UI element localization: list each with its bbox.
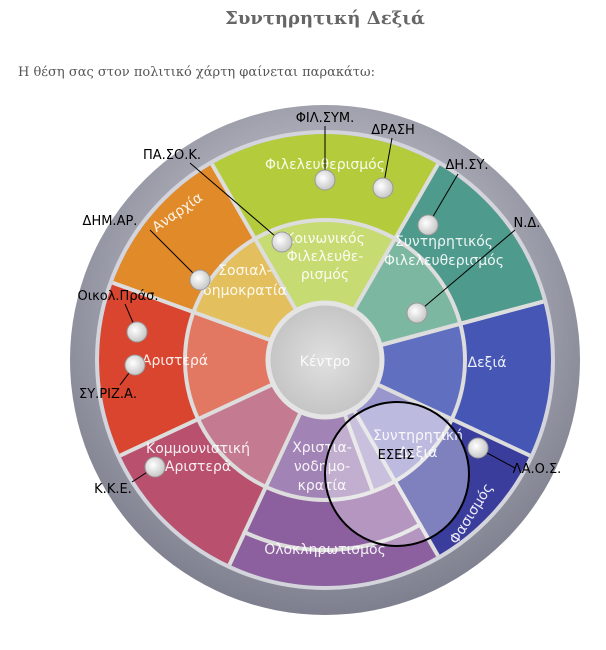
party-label: Κ.Κ.Ε. xyxy=(94,482,132,497)
party-label: ΠΑ.ΣΟ.Κ. xyxy=(143,148,201,163)
region-label: νοδημο- xyxy=(294,459,350,475)
party-label: Οικολ.Πράσ. xyxy=(77,289,158,304)
party-label: ΔΗ.ΣΥ. xyxy=(445,158,488,173)
divider xyxy=(227,410,303,566)
divider xyxy=(342,412,375,493)
region-label: κρατία xyxy=(298,478,347,494)
user-highlight xyxy=(324,401,470,547)
leader-line xyxy=(416,229,516,314)
region-label: ρισμός xyxy=(301,267,349,283)
divider xyxy=(111,280,273,343)
region-label: Δεξιά xyxy=(399,445,438,461)
party-marker xyxy=(372,177,394,199)
region-label: Αριστερά xyxy=(165,459,231,475)
party-marker xyxy=(271,231,293,253)
user-label: ΕΣΕΙΣ xyxy=(378,448,415,463)
region-label: Κέντρο xyxy=(300,354,350,370)
divider xyxy=(351,163,440,312)
divider xyxy=(379,299,544,348)
divider xyxy=(351,408,440,557)
party-marker xyxy=(467,437,489,459)
title: Συντηρητική Δεξιά xyxy=(225,8,425,29)
leader-line xyxy=(149,229,201,281)
party-marker xyxy=(406,302,428,324)
region-label: Κομμουνιστική xyxy=(146,441,250,457)
party-label: ΦΙΛ.ΣΥΜ. xyxy=(296,111,355,126)
leader-line xyxy=(189,162,283,243)
party-marker xyxy=(124,354,146,376)
divider xyxy=(375,382,531,458)
inner-sector xyxy=(344,384,452,492)
party-label: ΔΡΑΣΗ xyxy=(371,123,415,138)
region-label: Κοινωνικός xyxy=(285,231,365,247)
region-label: δημοκρατία xyxy=(203,283,287,299)
inner-sector xyxy=(198,384,301,487)
party-label: ΣΥ.ΡΙΖ.Α. xyxy=(79,387,137,402)
inner-sector xyxy=(193,238,297,341)
region-label: Φιλελευθε- xyxy=(287,249,364,265)
party-label: ΛΑ.Ο.Σ. xyxy=(513,462,562,477)
center xyxy=(265,300,385,420)
party-marker xyxy=(314,169,336,191)
region-label: Σοσιαλ- xyxy=(218,263,272,279)
intro: Η θέση σας στον πολιτικό χάρτη φαίνεται … xyxy=(18,65,375,80)
party-marker xyxy=(189,269,211,291)
region-label: Χριστια- xyxy=(292,440,352,456)
region-label: Δεξιά xyxy=(468,355,507,371)
divider xyxy=(119,382,275,458)
party-label: Ν.Δ. xyxy=(514,216,541,231)
party-marker xyxy=(144,456,166,478)
region-label: Αριστερά xyxy=(142,353,208,369)
region-label: Φιλελευθερισμός xyxy=(384,253,504,269)
region-label: Συντηρητική xyxy=(373,428,463,444)
party-marker xyxy=(417,214,439,236)
inner-sector xyxy=(376,323,465,420)
region-label: Ολοκληρωτισμός xyxy=(264,542,386,558)
wheel: ΦιλελευθερισμόςΑναρχίαΣοσιαλ-δημοκρατίαΚ… xyxy=(77,111,562,590)
party-marker xyxy=(126,321,148,343)
middle-ring xyxy=(183,218,467,502)
party-label: ΔΗΜ.ΑΡ. xyxy=(83,214,138,229)
region-label: Συντηρητικός xyxy=(395,234,493,250)
divider xyxy=(210,163,299,312)
